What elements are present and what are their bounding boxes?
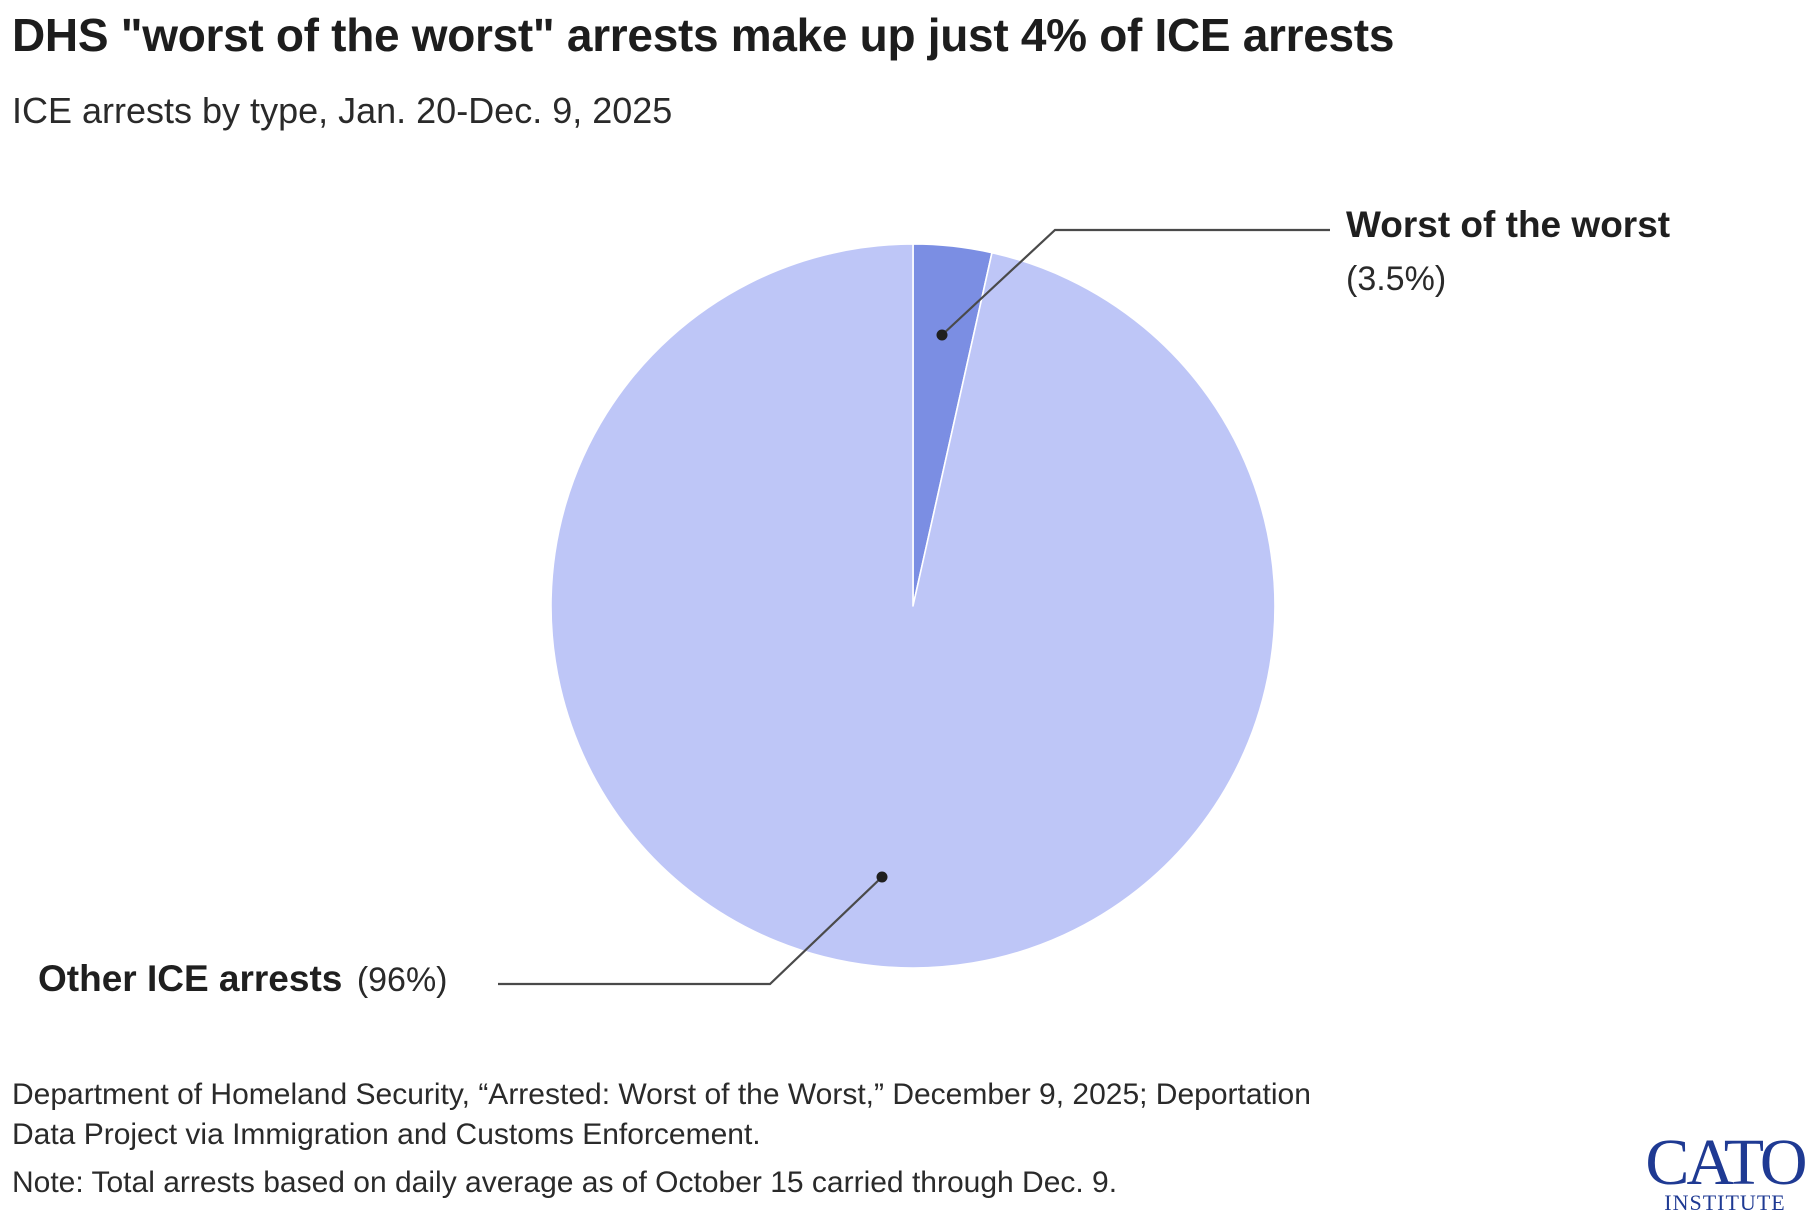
slice-annotation-other: Other ICE arrests (96%) (38, 958, 448, 999)
pie-slices (550, 243, 1276, 969)
source-note: Department of Homeland Security, “Arrest… (12, 1075, 1311, 1155)
pie-annotations: Worst of the worst (3.5%) Other ICE arre… (38, 204, 1670, 999)
slice-value-worst-of-the-worst: (3.5%) (1346, 260, 1446, 298)
source-line-2: Data Project via Immigration and Customs… (12, 1118, 761, 1151)
chart-title: DHS "worst of the worst" arrests make up… (12, 9, 1395, 61)
footnote: Note: Total arrests based on daily avera… (12, 1166, 1118, 1199)
pie-slice-other-ice-arrests (550, 243, 1276, 969)
slice-value-other-ice-arrests: (96%) (357, 961, 448, 999)
source-line-1: Department of Homeland Security, “Arrest… (12, 1078, 1311, 1111)
leader-line-worst-of-the-worst (941, 228, 1330, 336)
logo-wordmark: CATO (1645, 1126, 1807, 1199)
leader-line-other-ice-arrests (498, 876, 883, 986)
logo-subtitle: INSTITUTE (1664, 1190, 1786, 1215)
leader-dot-worst-of-the-worst (936, 329, 948, 341)
leader-dot-other-ice-arrests (876, 871, 888, 883)
slice-label-worst-of-the-worst: Worst of the worst (1346, 204, 1670, 245)
pie-chart: Worst of the worst (3.5%) Other ICE arre… (38, 204, 1670, 999)
slice-label-other-ice-arrests: Other ICE arrests (38, 958, 342, 999)
chart-subtitle: ICE arrests by type, Jan. 20-Dec. 9, 202… (12, 90, 673, 131)
cato-institute-logo: CATO INSTITUTE (1640, 1126, 1810, 1215)
